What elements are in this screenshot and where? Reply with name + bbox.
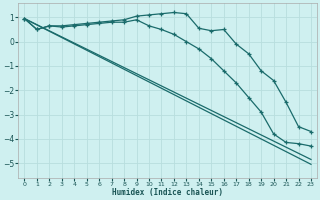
X-axis label: Humidex (Indice chaleur): Humidex (Indice chaleur): [112, 188, 223, 197]
